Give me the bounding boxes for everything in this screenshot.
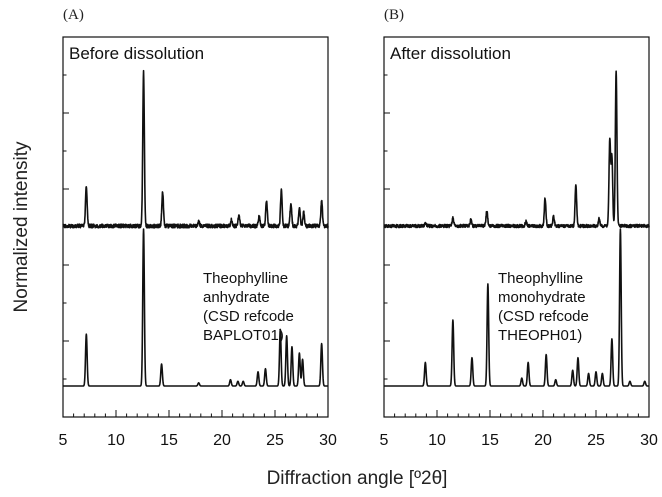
- panel-a-annotation-line-4: BAPLOT01): [203, 327, 284, 344]
- panel-b-annotation-line-2: monohydrate: [498, 289, 586, 306]
- panel-a-xtick-label-20: 20: [213, 432, 231, 449]
- panel-b-experimental-pattern: [383, 70, 650, 229]
- panel-b-xtick-label-15: 15: [481, 432, 499, 449]
- panel-b-annotation-line-1: Theophylline: [498, 270, 583, 287]
- panel-a-xtick-label-5: 5: [59, 432, 68, 449]
- panel-a-xtick-label-15: 15: [160, 432, 178, 449]
- panel-b-traces: [383, 70, 650, 387]
- panel-b-title: After dissolution: [390, 44, 511, 63]
- panel-b-xtick-label-20: 20: [534, 432, 552, 449]
- panel-a-reference-pattern: [62, 228, 329, 387]
- panel-a-tick-labels: 5 10 15 20 25 30: [59, 432, 337, 449]
- panel-b: (B) After dissolution Theophylline monoh…: [380, 7, 658, 449]
- panel-a-xtick-label-10: 10: [107, 432, 125, 449]
- panel-b-xtick-label-25: 25: [587, 432, 605, 449]
- panel-b-ticks: [383, 74, 650, 417]
- panel-b-reference-pattern: [383, 228, 650, 387]
- panel-a-experimental-pattern: [62, 69, 329, 229]
- panel-a-annotation-line-2: anhydrate: [203, 289, 270, 306]
- panel-a-xtick-label-30: 30: [319, 432, 337, 449]
- panel-a-title: Before dissolution: [69, 44, 204, 63]
- panel-a-annotation-line-3: (CSD refcode: [203, 308, 294, 325]
- panel-a: (A) Before dissolution Theophylline anhy…: [59, 7, 337, 449]
- panel-b-xtick-label-30: 30: [640, 432, 658, 449]
- panel-b-xtick-label-10: 10: [428, 432, 446, 449]
- panel-a-traces: [62, 69, 329, 387]
- panel-a-letter: (A): [63, 7, 84, 23]
- y-axis-label: Normalized intensity: [11, 141, 32, 313]
- panel-b-xtick-label-5: 5: [380, 432, 389, 449]
- x-axis-label: Diffraction angle [º2θ]: [267, 468, 448, 489]
- panel-a-ticks: [62, 74, 329, 417]
- panel-b-annotation-line-4: THEOPH01): [498, 327, 582, 344]
- panel-b-tick-labels: 5 10 15 20 25 30: [380, 432, 658, 449]
- panel-a-annotation-line-1: Theophylline: [203, 270, 288, 287]
- panel-a-xtick-label-25: 25: [266, 432, 284, 449]
- panel-b-letter: (B): [384, 7, 404, 23]
- panel-b-annotation-line-3: (CSD refcode: [498, 308, 589, 325]
